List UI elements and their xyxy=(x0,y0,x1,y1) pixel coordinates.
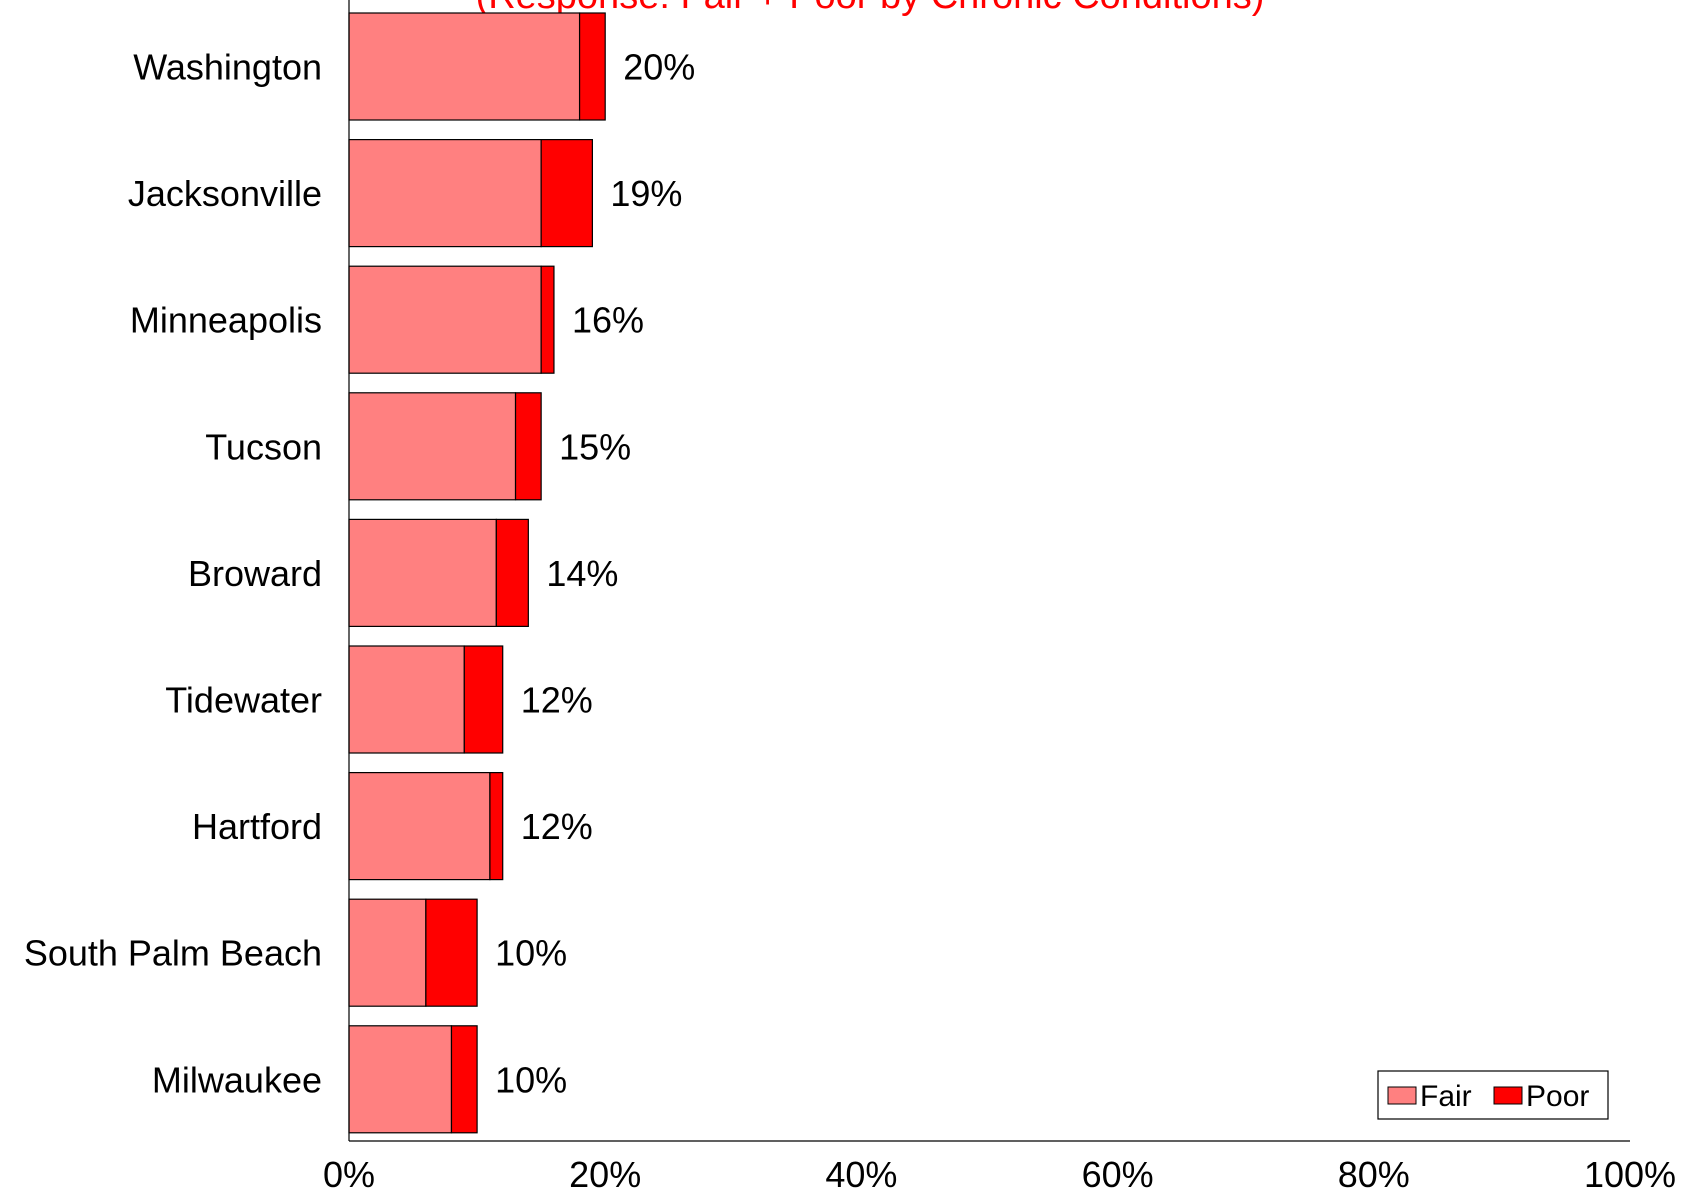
bar-poor-jacksonville xyxy=(540,139,593,248)
bar-poor-milwaukee xyxy=(450,1025,478,1134)
bar-poor-hartford xyxy=(489,771,504,881)
bar-fair-jacksonville xyxy=(348,139,542,248)
bar-poor-minneapolis xyxy=(540,265,555,374)
category-label: Tucson xyxy=(205,426,322,467)
value-labels: 20% 19% 16% 15% 14% 12% 12% 10% 10% xyxy=(495,47,695,1101)
legend-label-fair: Fair xyxy=(1420,1080,1472,1113)
x-tick-label: 0% xyxy=(323,1154,375,1195)
x-tick-label: 60% xyxy=(1082,1154,1154,1195)
x-tick-label: 80% xyxy=(1338,1154,1410,1195)
bar-poor-tidewater xyxy=(463,645,504,754)
bar-poor-tucson xyxy=(514,392,542,501)
data-label: 20% xyxy=(623,47,695,88)
chart-title: (Response: Fair + Poor by Chronic Condit… xyxy=(476,0,1265,17)
bar-fair-south-palm-beach xyxy=(348,898,427,1007)
bar-poor-broward xyxy=(495,518,529,628)
bar-fair-tidewater xyxy=(348,645,465,754)
legend-swatch-poor xyxy=(1493,1086,1523,1105)
bar-fair-hartford xyxy=(348,771,491,881)
category-label: South Palm Beach xyxy=(24,933,322,974)
data-label: 12% xyxy=(521,806,593,847)
category-label: Tidewater xyxy=(165,680,322,721)
data-label: 15% xyxy=(559,426,631,467)
x-tick-label: 20% xyxy=(569,1154,641,1195)
x-tick-label: 40% xyxy=(825,1154,897,1195)
category-label: Minneapolis xyxy=(130,300,322,341)
legend-swatch-fair xyxy=(1387,1086,1417,1105)
bar-poor-washington xyxy=(578,12,606,121)
bar-fair-minneapolis xyxy=(348,265,542,374)
legend-label-poor: Poor xyxy=(1526,1080,1589,1113)
bar-fair-milwaukee xyxy=(348,1025,453,1134)
legend: Fair Poor xyxy=(1377,1070,1609,1120)
data-label: 10% xyxy=(495,933,567,974)
data-label: 16% xyxy=(572,300,644,341)
category-label: Jacksonville xyxy=(128,173,322,214)
category-labels: Washington Jacksonville Minneapolis Tucson B… xyxy=(24,47,322,1101)
axes-group xyxy=(348,0,1630,1142)
data-label: 12% xyxy=(521,680,593,721)
data-label: 19% xyxy=(610,173,682,214)
bar-poor-south-palm-beach xyxy=(425,898,478,1007)
category-label: Hartford xyxy=(192,806,322,847)
category-label: Broward xyxy=(188,553,322,594)
bars-group xyxy=(348,12,606,1134)
category-label: Washington xyxy=(133,47,322,88)
data-label: 14% xyxy=(546,553,618,594)
bar-fair-broward xyxy=(348,518,497,628)
x-tick-labels: 0% 20% 40% 60% 80% 100% xyxy=(323,1154,1676,1195)
bar-fair-washington xyxy=(348,12,581,121)
data-label: 10% xyxy=(495,1059,567,1100)
bar-fair-tucson xyxy=(348,392,517,501)
category-label: Milwaukee xyxy=(152,1059,322,1100)
x-tick-label: 100% xyxy=(1584,1154,1676,1195)
